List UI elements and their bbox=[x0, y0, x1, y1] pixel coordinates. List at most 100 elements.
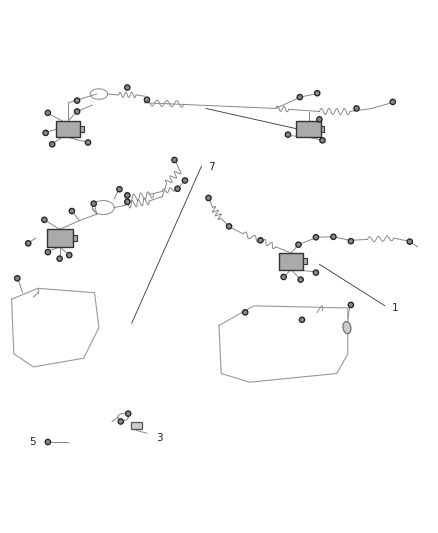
Circle shape bbox=[314, 236, 317, 239]
Circle shape bbox=[316, 92, 318, 94]
Circle shape bbox=[76, 110, 78, 113]
Circle shape bbox=[126, 411, 131, 416]
Circle shape bbox=[243, 310, 248, 315]
Circle shape bbox=[350, 304, 352, 306]
Circle shape bbox=[120, 420, 122, 423]
Circle shape bbox=[49, 142, 55, 147]
Circle shape bbox=[314, 91, 320, 96]
Circle shape bbox=[299, 317, 304, 322]
Circle shape bbox=[348, 239, 353, 244]
Circle shape bbox=[125, 85, 130, 90]
Circle shape bbox=[127, 413, 130, 415]
Bar bbox=[73, 235, 77, 241]
Circle shape bbox=[118, 188, 121, 190]
Circle shape bbox=[258, 238, 263, 243]
Circle shape bbox=[173, 159, 176, 161]
Circle shape bbox=[74, 98, 80, 103]
Circle shape bbox=[331, 234, 336, 239]
Bar bbox=[297, 120, 321, 138]
Circle shape bbox=[297, 94, 302, 100]
Circle shape bbox=[46, 111, 49, 114]
Circle shape bbox=[321, 139, 324, 142]
Circle shape bbox=[297, 244, 300, 246]
Circle shape bbox=[286, 132, 290, 138]
Circle shape bbox=[318, 118, 321, 120]
Circle shape bbox=[299, 278, 302, 281]
Bar bbox=[321, 126, 324, 132]
Circle shape bbox=[125, 199, 130, 205]
Circle shape bbox=[67, 253, 72, 258]
Circle shape bbox=[172, 157, 177, 163]
Circle shape bbox=[354, 106, 359, 111]
Circle shape bbox=[145, 97, 150, 102]
Text: 1: 1 bbox=[392, 303, 398, 313]
Circle shape bbox=[58, 257, 61, 260]
Circle shape bbox=[74, 109, 80, 114]
Circle shape bbox=[176, 188, 179, 190]
Circle shape bbox=[42, 217, 47, 222]
Circle shape bbox=[298, 277, 303, 282]
Circle shape bbox=[43, 130, 48, 135]
Circle shape bbox=[45, 110, 50, 116]
Circle shape bbox=[118, 419, 124, 424]
Circle shape bbox=[146, 99, 148, 101]
Circle shape bbox=[283, 276, 285, 278]
Circle shape bbox=[91, 201, 96, 206]
Circle shape bbox=[392, 101, 394, 103]
Circle shape bbox=[409, 240, 411, 243]
Bar bbox=[279, 253, 303, 270]
Circle shape bbox=[226, 224, 232, 229]
Circle shape bbox=[126, 194, 129, 197]
Circle shape bbox=[320, 138, 325, 143]
Circle shape bbox=[390, 99, 396, 104]
Circle shape bbox=[298, 96, 301, 99]
Circle shape bbox=[51, 143, 53, 146]
Circle shape bbox=[45, 439, 50, 445]
Circle shape bbox=[259, 239, 262, 241]
Text: 3: 3 bbox=[155, 433, 162, 442]
Circle shape bbox=[117, 187, 122, 192]
Circle shape bbox=[71, 210, 73, 212]
Circle shape bbox=[46, 251, 49, 253]
Circle shape bbox=[25, 241, 31, 246]
Circle shape bbox=[45, 249, 50, 255]
Circle shape bbox=[184, 179, 186, 182]
Circle shape bbox=[92, 203, 95, 205]
Circle shape bbox=[355, 107, 358, 110]
Circle shape bbox=[300, 318, 303, 321]
Circle shape bbox=[68, 254, 71, 256]
Bar bbox=[81, 126, 84, 132]
Circle shape bbox=[87, 141, 89, 144]
Circle shape bbox=[85, 140, 91, 145]
Circle shape bbox=[228, 225, 230, 228]
Bar bbox=[131, 422, 141, 430]
Circle shape bbox=[317, 117, 322, 122]
Circle shape bbox=[175, 186, 180, 191]
Circle shape bbox=[125, 193, 130, 198]
Circle shape bbox=[281, 274, 286, 280]
Circle shape bbox=[69, 208, 74, 214]
Circle shape bbox=[44, 132, 47, 134]
Text: 5: 5 bbox=[29, 437, 36, 447]
Circle shape bbox=[314, 271, 317, 274]
Ellipse shape bbox=[343, 321, 351, 334]
Circle shape bbox=[126, 200, 129, 203]
Circle shape bbox=[57, 256, 62, 261]
Circle shape bbox=[348, 302, 353, 308]
Circle shape bbox=[313, 235, 318, 240]
Bar bbox=[303, 259, 307, 264]
Circle shape bbox=[350, 240, 352, 243]
Circle shape bbox=[46, 441, 49, 443]
Circle shape bbox=[27, 242, 29, 245]
Circle shape bbox=[407, 239, 413, 244]
Circle shape bbox=[287, 133, 289, 136]
Circle shape bbox=[182, 178, 187, 183]
Circle shape bbox=[313, 270, 318, 275]
Circle shape bbox=[206, 195, 211, 200]
Circle shape bbox=[16, 277, 18, 280]
Bar bbox=[46, 229, 73, 247]
Circle shape bbox=[244, 311, 247, 313]
Circle shape bbox=[43, 219, 46, 221]
Circle shape bbox=[126, 86, 129, 89]
Circle shape bbox=[76, 99, 78, 102]
